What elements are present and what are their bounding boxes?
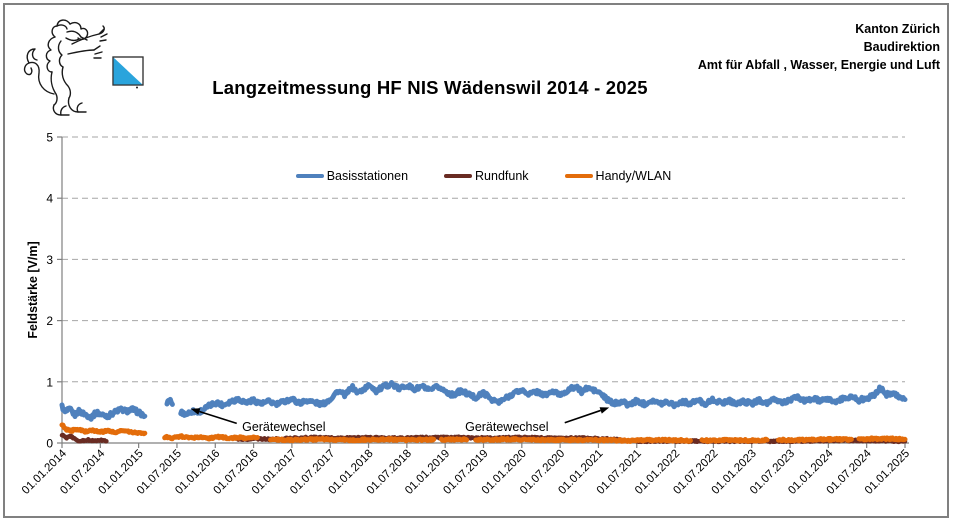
basisstationen-line-swatch xyxy=(295,174,324,178)
legend-label: Basisstationen xyxy=(326,169,409,183)
series-rundfunk xyxy=(59,432,109,444)
kanton-zuerich-lion-logo xyxy=(14,10,164,125)
legend-item-basisstationen: Basisstationen xyxy=(295,169,409,183)
org-line-directorate: Baudirektion xyxy=(863,40,940,54)
legend-label: Handy/WLAN xyxy=(595,169,672,183)
legend-label: Rundfunk xyxy=(475,169,529,183)
y-tick-label: 3 xyxy=(46,253,53,267)
chart-title: Langzeitmessung HF NIS Wädenswil 2014 - … xyxy=(212,77,648,98)
series-handy-wlan xyxy=(59,422,148,437)
series-basisstationen xyxy=(178,380,908,418)
annotation-arrow xyxy=(564,409,601,424)
series-handy-wlan xyxy=(473,436,693,444)
series-handy-wlan xyxy=(268,435,437,444)
series-handy-wlan xyxy=(699,436,770,444)
series-handy-wlan xyxy=(162,433,260,442)
chart-legend: Basisstationen Rundfunk Handy/WLAN xyxy=(62,169,905,183)
y-tick-label: 1 xyxy=(46,375,53,389)
series-handy-wlan xyxy=(856,435,908,443)
y-tick-label: 4 xyxy=(46,192,53,206)
annotation-arrowhead xyxy=(599,407,610,414)
dot-mark xyxy=(136,86,138,89)
handy-wlan-line-swatch xyxy=(564,174,593,178)
lion-illustration xyxy=(23,19,144,116)
y-tick-label: 2 xyxy=(46,314,53,328)
series-handy-wlan xyxy=(776,435,854,444)
zuerich-flag-icon xyxy=(112,56,144,86)
series-basisstationen xyxy=(164,396,175,407)
annotation-text: Gerätewechsel xyxy=(465,420,548,434)
annotation-arrowhead xyxy=(190,408,201,415)
org-line-canton: Kanton Zürich xyxy=(855,22,940,36)
org-header: Kanton Zürich Baudirektion Amt für Abfal… xyxy=(698,20,940,74)
annotation-arrow xyxy=(199,410,237,425)
series-basisstationen xyxy=(59,402,148,422)
rundfunk-line-swatch xyxy=(444,174,473,178)
y-tick-label: 5 xyxy=(46,131,53,145)
legend-item-handy-wlan: Handy/WLAN xyxy=(564,169,672,183)
org-line-office: Amt für Abfall , Wasser, Energie und Luf… xyxy=(697,58,940,72)
legend-item-rundfunk: Rundfunk xyxy=(444,169,529,183)
series-handy-wlan xyxy=(438,436,470,443)
y-tick-label: 0 xyxy=(46,437,53,451)
annotation-text: Gerätewechsel xyxy=(242,420,325,434)
